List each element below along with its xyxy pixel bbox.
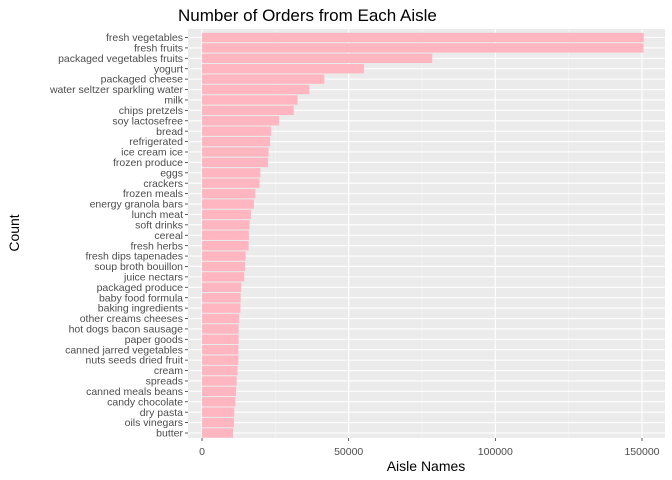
y-axis-title: Count: [6, 214, 22, 251]
bar: [202, 261, 246, 272]
bar: [202, 105, 294, 116]
y-tick-label: nuts seeds dried fruit: [86, 355, 184, 367]
y-tick-label: chips pretzels: [119, 105, 183, 117]
bar: [202, 53, 433, 63]
x-tick-label: 150000: [624, 446, 659, 458]
x-tick-label: 100000: [478, 446, 513, 458]
y-tick-label: soy lactosefree: [112, 115, 183, 127]
x-tick-label: 50000: [334, 446, 363, 458]
y-tick-label: baby food formula: [99, 292, 183, 304]
x-tick-label: 0: [199, 446, 205, 458]
bar: [202, 313, 240, 324]
bar: [202, 32, 644, 43]
bar: [202, 168, 261, 178]
y-tick-label: baking ingredients: [98, 303, 183, 315]
y-tick-label: other creams cheeses: [80, 313, 183, 325]
y-tick-label: juice nectars: [123, 271, 183, 283]
bar: [202, 95, 298, 105]
y-tick-label: soup broth bouillon: [94, 261, 183, 273]
bar: [202, 126, 272, 136]
y-tick-label: ice cream ice: [121, 147, 183, 159]
bar: [202, 188, 256, 199]
y-tick-label: refrigerated: [129, 136, 183, 148]
y-tick-label: fresh herbs: [130, 240, 183, 252]
y-tick-label: lunch meat: [132, 209, 183, 221]
bar: [202, 157, 268, 168]
y-tick-label: crackers: [143, 178, 183, 190]
bar: [202, 199, 254, 209]
y-tick-label: fresh vegetables: [106, 32, 183, 44]
y-tick-label: water seltzer sparkling water: [49, 84, 184, 96]
bar: [202, 178, 260, 188]
y-tick-label: cream: [154, 365, 183, 377]
y-tick-label: eggs: [160, 167, 183, 179]
y-tick-label: paper goods: [125, 334, 183, 346]
y-tick-label: candy chocolate: [107, 396, 183, 408]
y-tick-label: fresh dips tapenades: [86, 251, 183, 263]
bar: [202, 334, 239, 345]
bar: [202, 293, 241, 303]
bar: [202, 272, 245, 282]
y-tick-label: canned meals beans: [86, 386, 183, 398]
bar: [202, 345, 239, 355]
bar: [202, 147, 269, 157]
y-tick-label: butter: [156, 428, 183, 440]
bar: [202, 303, 241, 313]
x-axis-ticks: 0 50000 100000 150000: [199, 438, 660, 458]
bar: [202, 84, 310, 95]
y-tick-label: frozen produce: [113, 157, 183, 169]
bar: [202, 386, 237, 397]
bar: [202, 355, 239, 365]
bar: [202, 376, 237, 386]
y-tick-label: canned jarred vegetables: [65, 344, 183, 356]
bar: [202, 230, 249, 240]
y-tick-label: dry pasta: [140, 407, 183, 419]
bar: [202, 220, 250, 230]
x-axis-title: Aisle Names: [387, 458, 466, 474]
bars-group: [202, 32, 644, 438]
bar: [202, 397, 236, 407]
bar: [202, 251, 246, 261]
y-tick-label: energy granola bars: [90, 199, 183, 211]
y-tick-label: packaged vegetables fruits: [58, 53, 183, 65]
bar: [202, 74, 325, 84]
bar: [202, 407, 235, 417]
bar: [202, 136, 271, 147]
y-tick-label: soft drinks: [135, 219, 183, 231]
y-tick-label: oils vinegars: [125, 417, 183, 429]
bar: [202, 116, 280, 126]
bar: [202, 282, 242, 292]
y-tick-label: cereal: [154, 230, 183, 242]
chart-title: Number of Orders from Each Aisle: [178, 6, 437, 25]
y-tick-label: spreads: [146, 376, 183, 388]
y-tick-label: packaged produce: [97, 282, 184, 294]
y-tick-label: yogurt: [154, 63, 183, 75]
bar: [202, 428, 234, 438]
bar: [202, 324, 239, 334]
y-tick-label: milk: [164, 95, 183, 107]
bar: [202, 365, 238, 376]
y-tick-label: fresh fruits: [134, 43, 183, 55]
y-tick-label: bread: [156, 126, 183, 138]
bar: [202, 417, 234, 428]
y-tick-label: hot dogs bacon sausage: [69, 324, 184, 336]
bar: [202, 64, 364, 74]
y-tick-label: packaged cheese: [101, 74, 183, 86]
bar: [202, 240, 249, 251]
y-tick-label: frozen meals: [123, 188, 183, 200]
bar: [202, 209, 251, 220]
bar: [202, 43, 644, 53]
